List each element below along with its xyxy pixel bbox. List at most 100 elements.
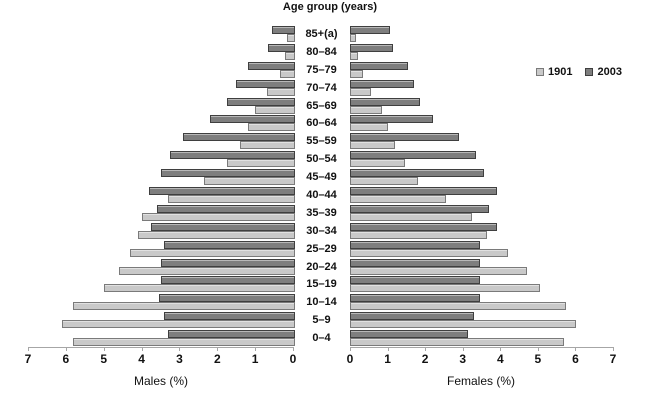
bar-male-2003 xyxy=(160,169,295,178)
age-group-label: 30–34 xyxy=(306,224,337,237)
bar-female-2003 xyxy=(350,61,409,70)
bar-male-1901 xyxy=(118,266,295,275)
bar-male-1901 xyxy=(73,338,295,347)
bar-male-1901 xyxy=(62,320,295,329)
bar-male-2003 xyxy=(158,294,295,303)
female-axis-tick-label: 1 xyxy=(384,352,391,366)
male-axis-tick xyxy=(293,348,294,351)
bar-male-1901 xyxy=(285,51,295,60)
legend-label-2003: 2003 xyxy=(597,66,622,78)
bar-female-2003 xyxy=(350,294,480,303)
bar-female-1901 xyxy=(350,195,446,203)
bar-female-2003 xyxy=(350,240,480,249)
male-axis-tick xyxy=(103,348,105,351)
chart-title: Age group (years) xyxy=(282,1,378,13)
bar-male-1901 xyxy=(204,177,295,186)
female-axis-tick xyxy=(500,348,502,351)
male-axis-tick-label: 4 xyxy=(138,352,145,366)
female-axis-tick xyxy=(387,348,389,351)
legend-label-1901: 1901 xyxy=(548,66,573,78)
bar-female-1901 xyxy=(350,141,396,150)
bar-female-2003 xyxy=(350,26,390,34)
bar-female-1901 xyxy=(350,51,358,60)
bar-male-2003 xyxy=(156,204,295,213)
bar-male-1901 xyxy=(103,284,295,293)
female-axis-tick-label: 4 xyxy=(496,352,504,366)
bar-female-1901 xyxy=(350,34,356,42)
bar-male-2003 xyxy=(268,43,295,52)
bar-male-1901 xyxy=(73,302,295,311)
bar-female-1901 xyxy=(350,105,383,114)
male-axis-tick xyxy=(179,348,181,351)
female-axis-tick-label: 3 xyxy=(459,352,467,366)
bar-female-1901 xyxy=(350,69,364,78)
legend-item-1901: 1901 xyxy=(536,66,572,78)
male-axis-tick xyxy=(217,348,219,351)
bar-male-2003 xyxy=(151,222,295,231)
age-group-label: 50–54 xyxy=(306,153,337,166)
bar-female-2003 xyxy=(350,133,460,142)
bar-female-2003 xyxy=(350,276,480,285)
chart-legend: 1901 2003 xyxy=(536,66,622,78)
age-group-label: 70–74 xyxy=(306,81,337,94)
bar-male-2003 xyxy=(160,276,295,285)
male-axis-tick xyxy=(28,348,29,351)
male-axis-tick xyxy=(141,348,143,351)
female-axis-tick-label: 2 xyxy=(421,352,429,366)
bar-female-2003 xyxy=(350,43,394,52)
female-axis-tick-label: 7 xyxy=(609,352,617,366)
male-axis-tick-label: 2 xyxy=(213,352,221,366)
female-axis-title: Females (%) xyxy=(446,374,515,388)
bar-female-2003 xyxy=(350,312,475,321)
bar-male-1901 xyxy=(287,34,295,42)
bar-male-1901 xyxy=(141,212,295,221)
bar-male-2003 xyxy=(236,79,295,88)
bar-female-2003 xyxy=(350,222,497,231)
age-group-label: 65–69 xyxy=(306,99,337,112)
legend-swatch-2003-icon xyxy=(585,68,594,76)
female-axis-tick xyxy=(462,348,464,351)
bar-female-1901 xyxy=(350,159,405,168)
bar-male-2003 xyxy=(169,151,295,160)
bar-male-1901 xyxy=(279,69,295,78)
male-axis-tick-label: 3 xyxy=(176,352,183,366)
female-axis-tick-label: 6 xyxy=(572,352,579,366)
male-axis-line xyxy=(28,347,294,348)
male-axis-tick-label: 0 xyxy=(289,352,297,366)
bar-female-1901 xyxy=(350,338,565,347)
age-group-label: 0–4 xyxy=(312,332,331,345)
bar-male-1901 xyxy=(168,195,295,203)
bar-male-1901 xyxy=(130,248,295,257)
bar-female-1901 xyxy=(350,248,508,257)
bar-male-2003 xyxy=(164,240,295,249)
male-axis-tick xyxy=(65,348,67,351)
age-group-label: 80–84 xyxy=(306,45,337,58)
bar-male-2003 xyxy=(160,258,295,267)
age-group-label: 35–39 xyxy=(306,206,337,219)
male-axis-tick-label: 5 xyxy=(100,352,108,366)
bar-female-2003 xyxy=(350,330,469,339)
age-group-label: 10–14 xyxy=(306,296,337,309)
bar-male-1901 xyxy=(240,141,295,150)
male-axis-tick-label: 7 xyxy=(24,352,32,366)
bar-male-2003 xyxy=(272,26,295,34)
female-axis-line xyxy=(350,347,614,348)
age-group-label: 40–44 xyxy=(306,189,337,201)
bar-male-2003 xyxy=(149,187,295,195)
female-axis-tick xyxy=(350,348,351,351)
bar-female-1901 xyxy=(350,177,418,186)
age-group-label: 45–49 xyxy=(306,171,337,184)
bar-male-2003 xyxy=(168,330,295,339)
age-group-label: 5–9 xyxy=(312,314,331,327)
age-group-label: 25–29 xyxy=(306,242,337,255)
age-group-label: 60–64 xyxy=(306,117,337,130)
bar-female-2003 xyxy=(350,187,497,195)
bar-male-2003 xyxy=(183,133,295,142)
age-group-label: 75–79 xyxy=(306,63,337,76)
bar-female-1901 xyxy=(350,87,371,96)
male-axis-title: Males (%) xyxy=(133,374,188,388)
bar-male-1901 xyxy=(247,123,295,132)
female-axis-tick xyxy=(613,348,614,351)
legend-item-2003: 2003 xyxy=(585,66,622,78)
